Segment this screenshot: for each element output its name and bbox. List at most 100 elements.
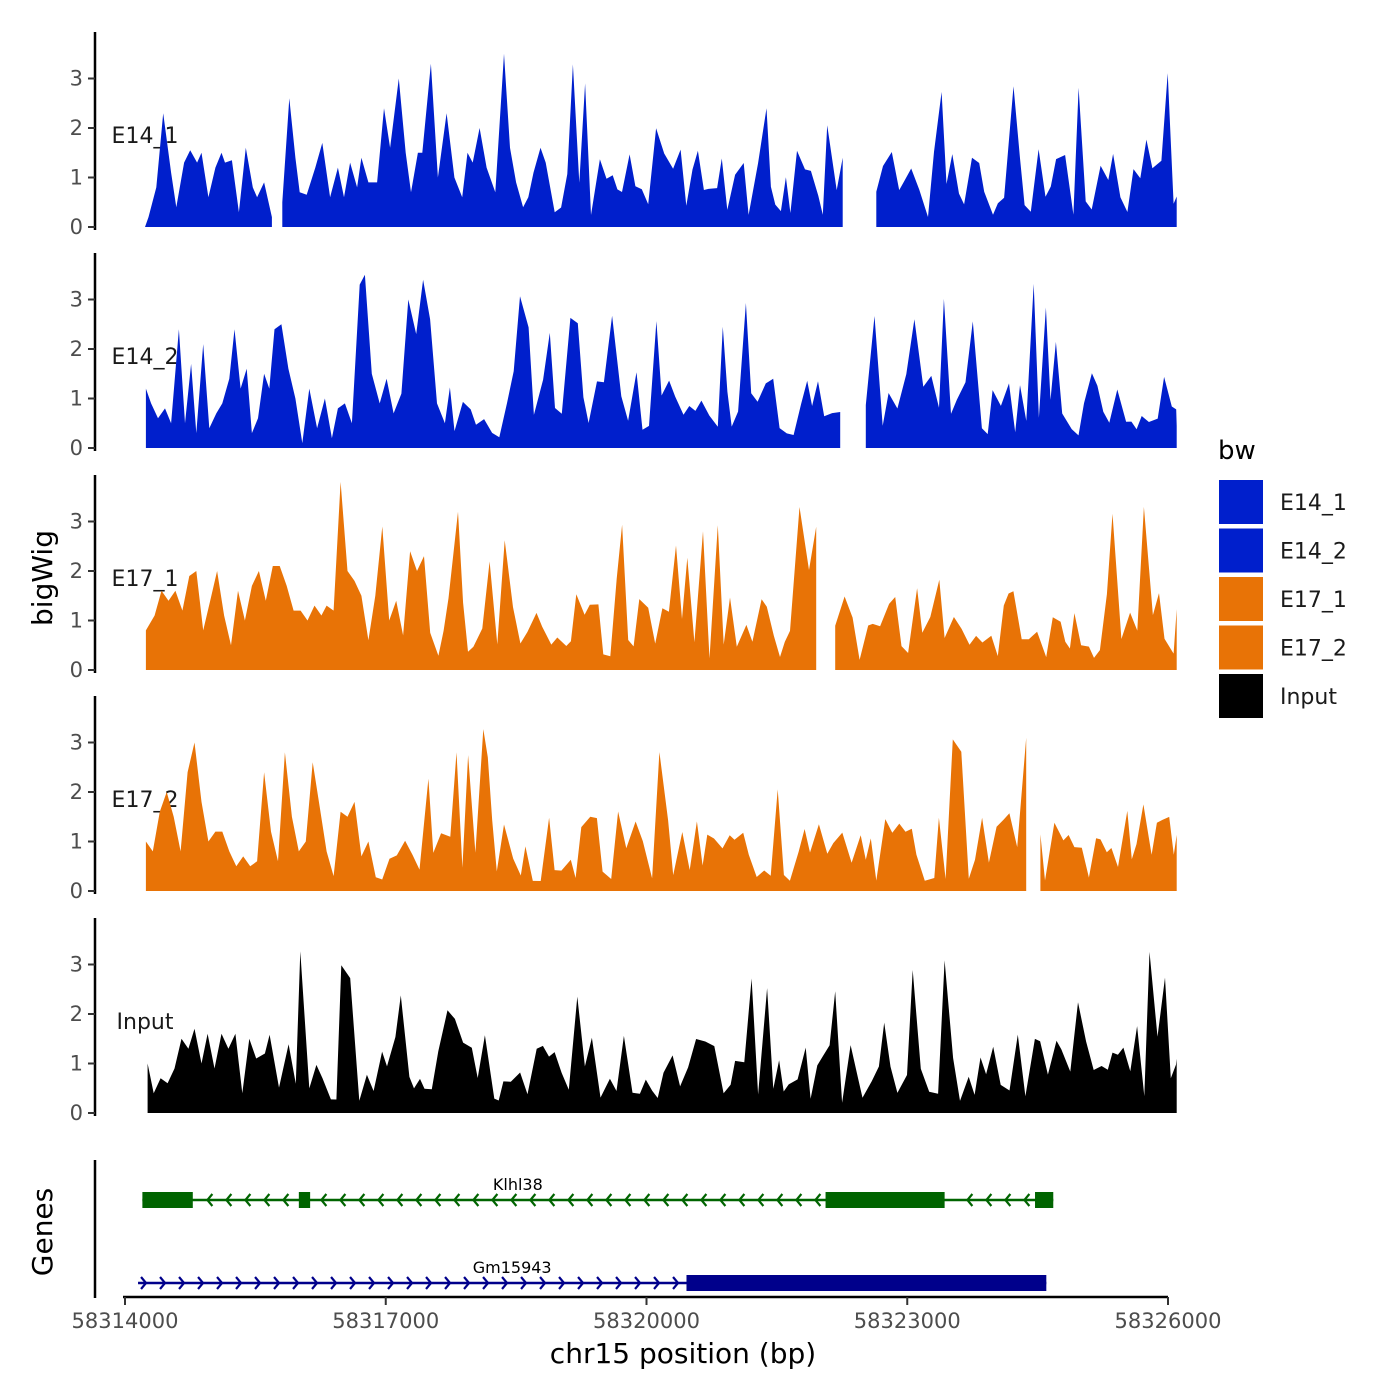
strand-arrow bbox=[281, 1193, 290, 1207]
strand-arrow bbox=[596, 1276, 604, 1290]
strand-arrow bbox=[1003, 1193, 1012, 1207]
signal-area-Input bbox=[147, 951, 1177, 1113]
strand-arrow bbox=[718, 1193, 727, 1207]
y-axis-title: bigWig bbox=[26, 530, 59, 626]
y-tick-label: 2 bbox=[70, 780, 83, 804]
signal-area-E17_2 bbox=[145, 729, 1027, 891]
y-tick-label: 0 bbox=[70, 879, 83, 903]
strand-arrow bbox=[661, 1193, 670, 1207]
y-tick-label: 3 bbox=[70, 731, 83, 755]
gene-Gm15943: Gm15943 bbox=[138, 1258, 1047, 1291]
strand-arrow bbox=[623, 1193, 632, 1207]
y-tick-label: 2 bbox=[70, 337, 83, 361]
legend-label-Input: Input bbox=[1280, 685, 1337, 710]
gene-exon bbox=[686, 1275, 1047, 1291]
y-tick-label: 2 bbox=[70, 116, 83, 140]
y-tick-label: 2 bbox=[70, 559, 83, 583]
strand-arrow bbox=[756, 1193, 765, 1207]
strand-arrow bbox=[653, 1276, 661, 1290]
strand-arrow bbox=[254, 1276, 262, 1290]
y-tick-label: 1 bbox=[70, 609, 83, 633]
strand-arrow bbox=[1022, 1193, 1031, 1207]
strand-arrow bbox=[604, 1193, 613, 1207]
legend-swatch-E17_1 bbox=[1219, 577, 1263, 621]
strand-arrow bbox=[395, 1193, 404, 1207]
strip-label-Input: Input bbox=[117, 1010, 174, 1035]
strand-arrow bbox=[414, 1193, 423, 1207]
strand-arrow bbox=[680, 1193, 689, 1207]
y-tick-label: 1 bbox=[70, 830, 83, 854]
strand-arrow bbox=[224, 1193, 233, 1207]
legend-label-E14_1: E14_1 bbox=[1280, 491, 1347, 516]
gene-exon bbox=[825, 1192, 945, 1208]
strand-arrow bbox=[387, 1276, 395, 1290]
panel-Input: 0 1 2 3 Input bbox=[70, 918, 1177, 1125]
strand-arrow bbox=[813, 1193, 822, 1207]
strand-arrow bbox=[737, 1193, 746, 1207]
strand-arrow bbox=[368, 1276, 376, 1290]
strand-arrow bbox=[699, 1193, 708, 1207]
signal-area-E14_1 bbox=[145, 113, 272, 227]
gene-exon bbox=[1035, 1192, 1054, 1208]
strand-arrow bbox=[243, 1193, 252, 1207]
strand-arrow bbox=[482, 1276, 490, 1290]
x-tick-label: 58320000 bbox=[593, 1309, 700, 1333]
strand-arrow bbox=[330, 1276, 338, 1290]
y-tick-label: 1 bbox=[70, 387, 83, 411]
strip-label-E14_2: E14_2 bbox=[112, 345, 179, 370]
strand-arrow bbox=[452, 1193, 461, 1207]
y-tick-label: 2 bbox=[70, 1002, 83, 1026]
y-tick-label: 0 bbox=[70, 215, 83, 239]
signal-area-E17_2 bbox=[1040, 804, 1177, 891]
signal-area-E17_1 bbox=[145, 481, 817, 670]
track-panels: 0123E14_10123E14_20123E17_10123E17_20123… bbox=[70, 32, 1177, 1125]
strand-arrow bbox=[406, 1276, 414, 1290]
gene-Klhl38: Klhl38 bbox=[142, 1175, 1054, 1208]
strand-arrow bbox=[585, 1193, 594, 1207]
legend-title: bw bbox=[1218, 436, 1256, 466]
panel-E17_1: 0 1 2 3 E17_1 bbox=[70, 475, 1177, 682]
signal-area-E14_2 bbox=[145, 274, 841, 448]
strand-arrow bbox=[292, 1276, 300, 1290]
strand-arrow bbox=[471, 1193, 480, 1207]
strand-arrow bbox=[444, 1276, 452, 1290]
gene-exon bbox=[142, 1192, 193, 1208]
strand-arrow bbox=[539, 1276, 547, 1290]
strand-arrow bbox=[463, 1276, 471, 1290]
panel-E14_1: 0 1 2 3 E14_1 bbox=[70, 32, 1177, 239]
gene-label-Klhl38: Klhl38 bbox=[493, 1175, 543, 1194]
strand-arrow bbox=[965, 1193, 974, 1207]
y-tick-label: 3 bbox=[70, 288, 83, 312]
legend-label-E17_1: E17_1 bbox=[1280, 588, 1347, 613]
strand-arrow bbox=[547, 1193, 556, 1207]
strand-arrow bbox=[425, 1276, 433, 1290]
legend-swatch-Input bbox=[1219, 674, 1263, 718]
strand-arrow bbox=[319, 1193, 328, 1207]
strand-arrow bbox=[349, 1276, 357, 1290]
signal-area-E14_1 bbox=[876, 73, 1177, 227]
x-tick-label: 58326000 bbox=[1115, 1309, 1222, 1333]
strand-arrow bbox=[178, 1276, 186, 1290]
strand-arrow bbox=[262, 1193, 271, 1207]
strand-arrow bbox=[357, 1193, 366, 1207]
strand-arrow bbox=[205, 1193, 214, 1207]
y-tick-label: 1 bbox=[70, 166, 83, 190]
strand-arrow bbox=[528, 1193, 537, 1207]
y-tick-label: 3 bbox=[70, 953, 83, 977]
strip-label-E14_1: E14_1 bbox=[112, 124, 179, 149]
strand-arrow bbox=[235, 1276, 243, 1290]
gene-label-Gm15943: Gm15943 bbox=[473, 1258, 552, 1277]
strand-arrow bbox=[794, 1193, 803, 1207]
legend-swatch-E14_2 bbox=[1219, 528, 1263, 573]
legend: bw E14_1 E14_2 E17_1 E17_2 Input bbox=[1218, 436, 1347, 718]
strand-arrow bbox=[376, 1193, 385, 1207]
gene-track: Klhl38 Gm15943 bbox=[93, 1160, 1054, 1298]
strand-arrow bbox=[577, 1276, 585, 1290]
strand-arrow bbox=[642, 1193, 651, 1207]
signal-area-E17_1 bbox=[835, 506, 1177, 670]
y-tick-label: 0 bbox=[70, 1101, 83, 1125]
strand-arrow bbox=[216, 1276, 224, 1290]
strand-arrow bbox=[775, 1193, 784, 1207]
